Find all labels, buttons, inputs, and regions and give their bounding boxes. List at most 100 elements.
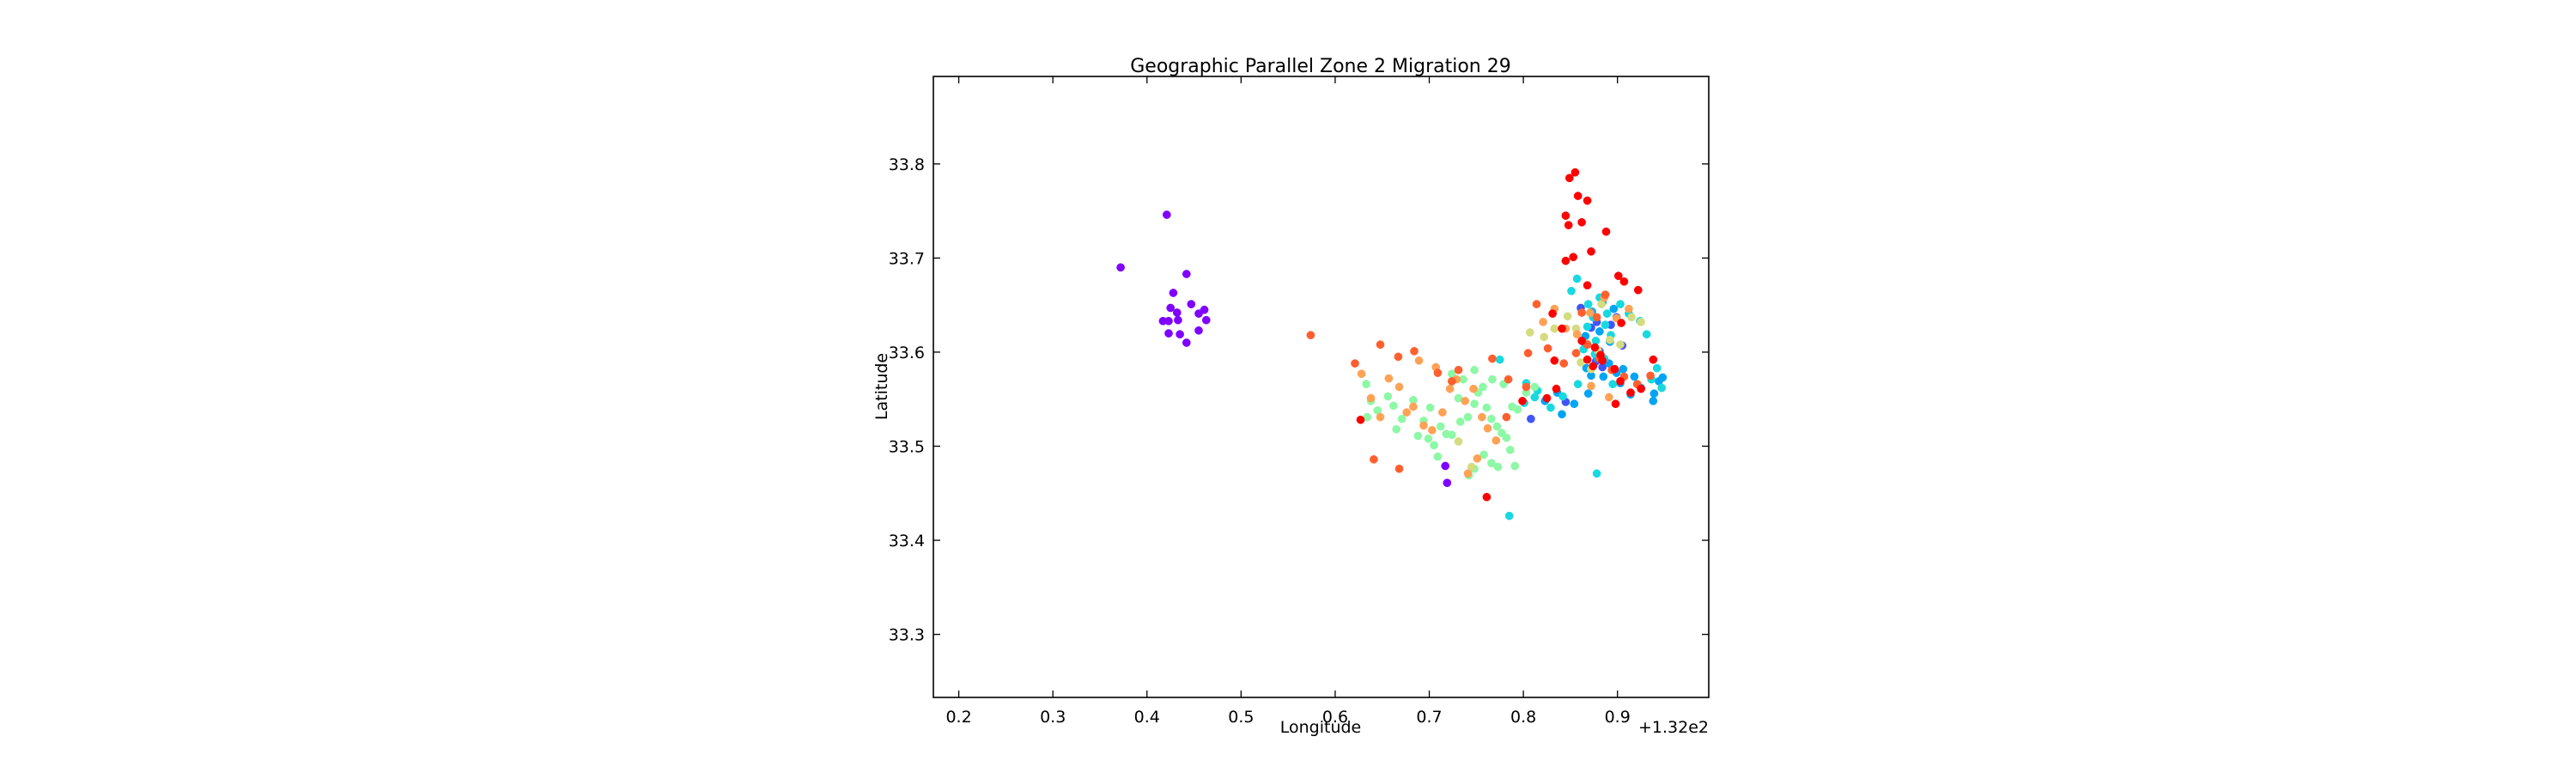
scatter-point (1389, 401, 1398, 411)
scatter-point (1414, 356, 1424, 365)
scatter-point (1530, 393, 1540, 402)
scatter-point (1573, 380, 1583, 389)
scatter-point (1394, 382, 1404, 392)
scatter-point (1487, 414, 1496, 423)
scatter-point (1610, 364, 1619, 374)
scatter-point (1470, 365, 1479, 374)
scatter-point (1394, 464, 1404, 473)
scatter-point (1482, 492, 1492, 502)
scatter-point (1409, 402, 1418, 411)
scatter-point (1583, 389, 1593, 399)
scatter-point (1413, 431, 1423, 441)
scatter-point (1410, 347, 1419, 356)
scatter-point (1522, 382, 1531, 392)
scatter-point (1587, 247, 1595, 256)
scatter-point (1455, 417, 1465, 426)
x-tick-label: 0.4 (1134, 708, 1160, 727)
scatter-point (1172, 308, 1182, 317)
scatter-point (1479, 450, 1488, 460)
scatter-point (1397, 414, 1406, 423)
scatter-point (1609, 304, 1619, 313)
scatter-point (1657, 383, 1667, 393)
scatter-point (1162, 210, 1171, 219)
points-layer (1116, 167, 1668, 520)
y-tick-label: 33.8 (889, 155, 925, 174)
scatter-point (1561, 256, 1571, 265)
scatter-point (1174, 315, 1182, 325)
scatter-point (1558, 410, 1566, 419)
scatter-point (1164, 329, 1173, 338)
scatter-point (1376, 412, 1385, 422)
scatter-point (1478, 412, 1486, 422)
scatter-point (1433, 368, 1443, 377)
scatter-point (1552, 384, 1561, 393)
scatter-point (1356, 415, 1365, 424)
scatter-point (1482, 403, 1492, 412)
scatter-point (1438, 408, 1447, 417)
scatter-point (1502, 433, 1511, 442)
scatter-point (1613, 271, 1623, 281)
scatter-point (1351, 359, 1359, 368)
x-axis-offset-label: +1.32e2 (1638, 718, 1709, 737)
scatter-point (1658, 373, 1668, 382)
scatter-point (1447, 377, 1456, 386)
scatter-point (1502, 412, 1511, 422)
x-tick-label: 0.3 (1040, 708, 1066, 727)
scatter-point (1510, 461, 1520, 471)
scatter-point (1469, 384, 1478, 393)
scatter-point (1532, 300, 1541, 308)
scatter-point (1577, 336, 1586, 345)
scatter-point (1573, 192, 1583, 200)
scatter-point (1617, 319, 1625, 327)
scatter-point (1564, 173, 1574, 183)
y-tick-label: 33.3 (889, 626, 925, 645)
scatter-point (1616, 377, 1625, 386)
scatter-point (1604, 393, 1613, 402)
scatter-point (1571, 349, 1581, 357)
scatter-point (1616, 340, 1625, 350)
scatter-point (1583, 322, 1592, 332)
y-tick-label: 33.5 (889, 438, 925, 457)
scatter-point (1616, 300, 1625, 308)
scatter-point (1306, 331, 1315, 340)
scatter-point (1473, 453, 1482, 463)
scatter-point (1583, 281, 1592, 290)
scatter-point (1572, 274, 1582, 283)
plot-frame (933, 76, 1710, 698)
y-tick-label: 33.4 (889, 532, 925, 551)
scatter-point (1583, 355, 1592, 364)
scatter-point (1561, 211, 1571, 220)
scatter-point (1564, 221, 1573, 229)
scatter-point (1523, 349, 1533, 357)
scatter-point (1200, 305, 1209, 314)
x-tick-label: 0.8 (1510, 708, 1536, 727)
scatter-point (1394, 352, 1403, 362)
scatter-point (1606, 335, 1614, 344)
scatter-point (1430, 441, 1438, 450)
scatter-point (1589, 362, 1598, 371)
scatter-point (1572, 330, 1582, 339)
scatter-point (1652, 363, 1662, 373)
x-tick-label: 0.9 (1605, 708, 1631, 727)
scatter-point (1370, 455, 1378, 464)
scatter-point (1619, 364, 1628, 374)
scatter-point (1493, 462, 1503, 472)
scatter-point (1630, 372, 1639, 381)
scatter-point (1601, 320, 1610, 330)
scatter-point (1539, 318, 1547, 326)
y-tick-label: 33.7 (889, 249, 925, 268)
scatter-point (1626, 388, 1635, 397)
scatter-point (1164, 316, 1173, 326)
y-tick-label: 33.6 (889, 344, 925, 362)
scatter-point (1550, 324, 1559, 333)
scatter-point (1540, 332, 1549, 342)
scatter-point (1427, 426, 1437, 435)
scatter-point (1433, 452, 1443, 461)
scatter-point (1558, 392, 1567, 401)
scatter-point (1583, 300, 1593, 308)
scatter-point (1463, 469, 1473, 478)
scatter-point (1627, 313, 1636, 322)
scatter-point (1483, 423, 1492, 433)
scatter-point (1542, 393, 1552, 403)
scatter-point (1488, 374, 1497, 384)
